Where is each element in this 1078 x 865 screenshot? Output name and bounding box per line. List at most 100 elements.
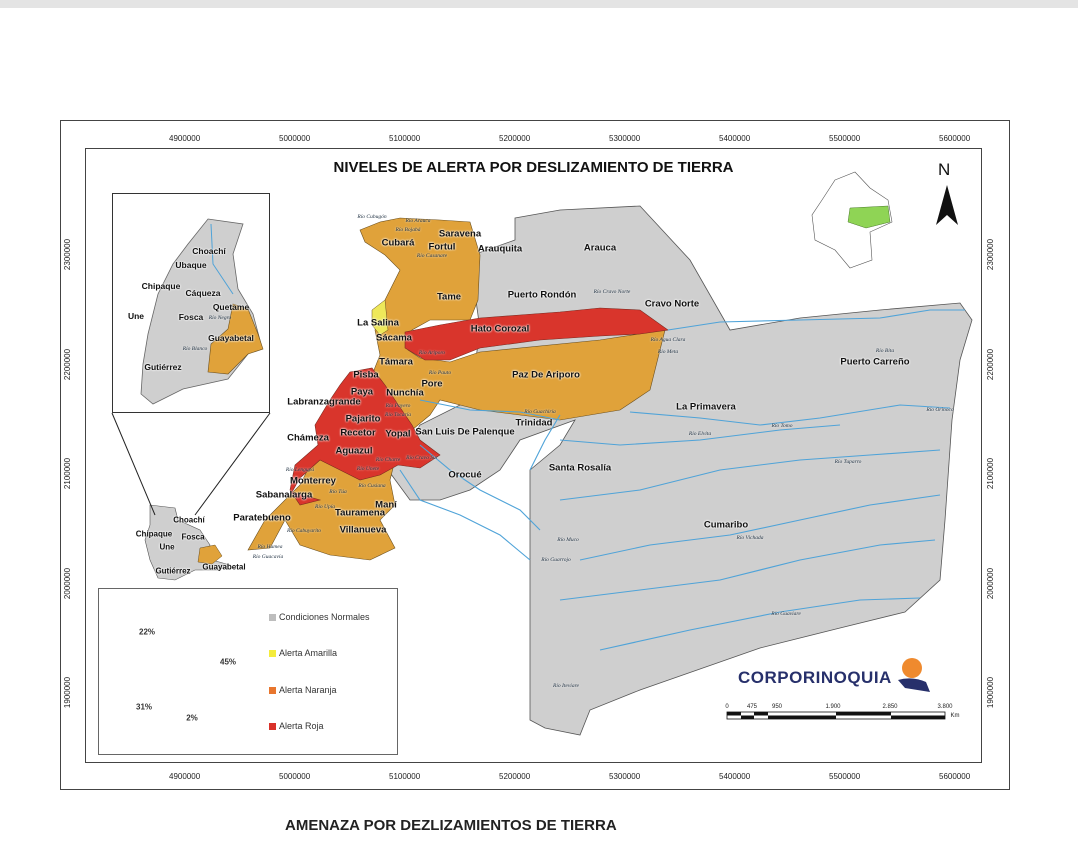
brand-name: CORPORINOQUIA bbox=[738, 668, 892, 687]
river-label: Río Pauto bbox=[428, 370, 452, 376]
municipality-label: Arauquita bbox=[477, 243, 523, 255]
municipality-label: Labranzagrande bbox=[287, 396, 361, 408]
x-tick-label: 5500000 bbox=[829, 134, 861, 143]
pct-label-normal: 45% bbox=[219, 657, 237, 667]
river-label: Río Cubugón bbox=[357, 214, 387, 220]
inset-municipality-label: Guayabetal bbox=[208, 333, 254, 343]
x-tick-label: 4900000 bbox=[169, 134, 201, 143]
scale-tick-label: 0 bbox=[725, 704, 729, 710]
municipality-label: San Luis De Palenque bbox=[415, 426, 515, 438]
river-label: Río Túa bbox=[329, 489, 347, 495]
legend-naranja: Alerta Naranja bbox=[269, 685, 337, 695]
inset-map-shapes bbox=[140, 218, 264, 405]
municipality-label: Fortul bbox=[428, 241, 456, 253]
inset-municipality-label: Cáqueza bbox=[185, 288, 221, 298]
municipality-label: Támara bbox=[379, 356, 413, 368]
legend-normal: Condiciones Normales bbox=[269, 612, 370, 622]
municipality-label: Yopal bbox=[385, 428, 411, 440]
municipality-label: Aguazul bbox=[335, 445, 373, 457]
river-label: Río Iteviare bbox=[553, 683, 579, 689]
x-tick-label: 5600000 bbox=[939, 134, 971, 143]
river-label: Río Blanco bbox=[182, 346, 208, 352]
river-label: Río Bita bbox=[875, 348, 895, 354]
river-label: Río Unete bbox=[356, 466, 380, 472]
scale-tick-label: 1.900 bbox=[825, 704, 841, 710]
municipality-label: Sabanalarga bbox=[255, 489, 313, 501]
region-amarilla bbox=[371, 299, 389, 336]
scale-tick-label: 475 bbox=[746, 704, 758, 710]
north-arrow-icon bbox=[936, 185, 958, 225]
river-label: Río Orinoco bbox=[926, 407, 954, 413]
river-label: Río Cravo Norte bbox=[593, 289, 631, 295]
scale-bar bbox=[726, 711, 946, 720]
top-band bbox=[0, 0, 1078, 8]
municipality-label: Paratebueno bbox=[233, 512, 291, 524]
inset-municipality-label: Fosca bbox=[178, 312, 204, 322]
municipality-label: Puerto Carreño bbox=[840, 356, 910, 368]
pct-label-amarilla: 2% bbox=[186, 713, 198, 723]
x-tick-label: 5400000 bbox=[719, 772, 751, 781]
river-label: Río Bojabá bbox=[395, 227, 421, 233]
river-label: Río Tocaría bbox=[385, 412, 411, 418]
river-label: Río Arauca bbox=[405, 218, 431, 224]
river-label: Río Cusiana bbox=[358, 483, 386, 489]
colombia-minimap-highlight bbox=[847, 205, 891, 229]
x-tick-label: 5000000 bbox=[279, 772, 311, 781]
municipality-label: Maní bbox=[375, 499, 397, 511]
pct-label-naranja: 31% bbox=[135, 702, 153, 712]
legend-amarilla: Alerta Amarilla bbox=[269, 648, 337, 658]
inset-municipality-label: Gutiérrez bbox=[144, 362, 182, 372]
municipality-label: Nunchía bbox=[386, 387, 424, 399]
corporinoquia-logo bbox=[898, 658, 930, 692]
municipality-label: Puerto Rondón bbox=[507, 289, 577, 301]
x-tick-label: 4900000 bbox=[169, 772, 201, 781]
region-guayabetal-mini bbox=[197, 544, 223, 565]
x-tick-label: 5100000 bbox=[389, 772, 421, 781]
pct-label-roja: 22% bbox=[138, 627, 156, 637]
municipality-label: Sácama bbox=[376, 332, 412, 344]
rivers bbox=[399, 309, 965, 651]
municipality-label: Choachí bbox=[173, 515, 205, 525]
x-tick-label: 5200000 bbox=[499, 772, 531, 781]
river-label: Río Casanare bbox=[416, 253, 448, 259]
map-frame bbox=[60, 120, 1010, 790]
municipality-label: Tame bbox=[436, 291, 462, 303]
municipality-label: Guayabetal bbox=[202, 562, 246, 572]
river-label: Río Cravo Sur bbox=[406, 455, 438, 461]
municipality-label: Tauramena bbox=[335, 507, 385, 519]
municipality-label: Chipaque bbox=[135, 529, 173, 539]
river-label: Río Cabuyarito bbox=[286, 528, 322, 534]
x-tick-label: 5300000 bbox=[609, 772, 641, 781]
river-label: Río Upía bbox=[314, 504, 336, 510]
municipality-label: Saravena bbox=[438, 228, 482, 240]
alert-legend: Condiciones Normales Alerta Amarilla Ale… bbox=[98, 588, 398, 755]
x-tick-label: 5600000 bbox=[939, 772, 971, 781]
inset-municipality-label: Choachí bbox=[192, 246, 226, 256]
scale-tick-label: 950 bbox=[771, 704, 783, 710]
river-label: Río Ariporo bbox=[418, 350, 446, 356]
scale-unit: Km bbox=[950, 713, 960, 719]
legend-label: Alerta Amarilla bbox=[279, 648, 338, 658]
municipality-label: Cubará bbox=[381, 237, 415, 249]
river-label: Río Elvita bbox=[688, 431, 712, 437]
municipality-label: Trinidad bbox=[515, 417, 553, 429]
river-label: Río Tomo bbox=[771, 423, 793, 429]
municipality-label: Monterrey bbox=[290, 475, 336, 487]
legend-label: Condiciones Normales bbox=[279, 612, 370, 622]
x-tick-label: 5500000 bbox=[829, 772, 861, 781]
municipality-label: Santa Rosalía bbox=[548, 462, 612, 474]
municipality-label: Orocué bbox=[448, 469, 482, 481]
river-label: Río Guarrojo bbox=[541, 557, 571, 563]
legend-label: Alerta Naranja bbox=[279, 685, 337, 695]
municipality-label: Paya bbox=[350, 386, 374, 398]
x-tick-label: 5400000 bbox=[719, 134, 751, 143]
municipality-label: Cumaribo bbox=[703, 519, 749, 531]
inset-map: Choachí Ubaque Chipaque Cáqueza Quetame Une Fo… bbox=[112, 193, 270, 413]
inset-municipality-label: Une bbox=[127, 311, 145, 321]
region-roja-yopal bbox=[289, 367, 441, 506]
inset-municipality-label: Ubaque bbox=[175, 260, 207, 270]
inset-municipality-label: Chipaque bbox=[141, 281, 181, 291]
river-label: Río Guacavía bbox=[252, 554, 284, 560]
municipality-label: Paz De Ariporo bbox=[512, 369, 580, 381]
